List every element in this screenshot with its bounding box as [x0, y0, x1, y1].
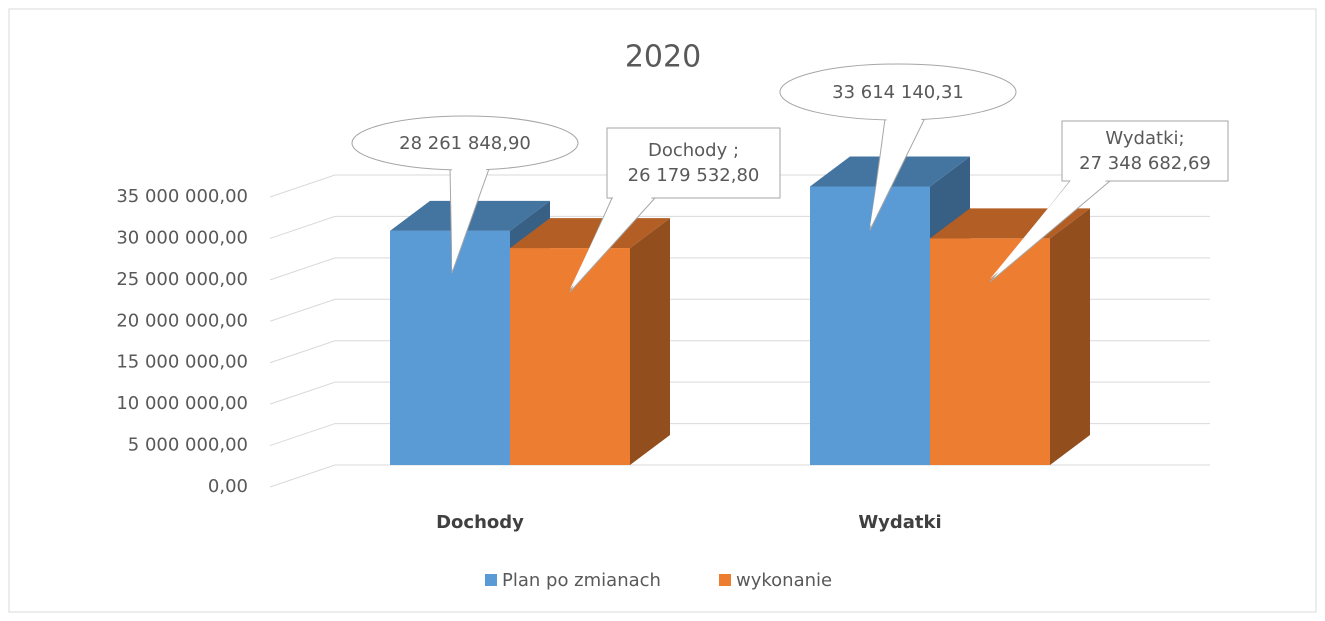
legend-label: wykonanie — [736, 570, 832, 591]
data-label-box: Wydatki; 27 348 682,69 — [1079, 128, 1211, 174]
x-tick-label: Wydatki — [858, 512, 941, 533]
data-callout: 28 261 848,90 — [351, 115, 579, 274]
bar — [390, 230, 510, 465]
y-tick-label: 35 000 000,00 — [116, 186, 248, 207]
bar — [810, 186, 930, 465]
data-callout: 33 614 140,31 — [779, 63, 1017, 231]
bar — [930, 238, 1050, 465]
data-label: Wydatki; 27 348 682,69 — [1079, 128, 1211, 174]
data-label-box: Dochody ; 26 179 532,80 — [627, 140, 760, 186]
legend-swatch — [719, 574, 731, 586]
legend-label: Plan po zmianach — [502, 570, 661, 591]
data-label-box: 33 614 140,31 — [832, 81, 964, 103]
callout-box — [1061, 120, 1229, 182]
y-tick-label: 0,00 — [208, 476, 248, 497]
y-tick-label: 30 000 000,00 — [116, 227, 248, 248]
callout-box — [606, 127, 781, 199]
y-tick-label: 10 000 000,00 — [116, 393, 248, 414]
bar-side — [630, 218, 670, 465]
data-callout: Wydatki; 27 348 682,69 — [989, 120, 1229, 283]
bar — [510, 248, 630, 465]
bar-side — [1050, 208, 1090, 466]
x-tick-label: Dochody — [436, 512, 524, 533]
callout-pointer-cover — [990, 179, 1108, 279]
data-label: 33 614 140,31 — [832, 81, 964, 103]
data-label: 28 261 848,90 — [399, 132, 531, 154]
legend-swatch — [485, 574, 497, 586]
y-tick-label: 5 000 000,00 — [128, 435, 248, 456]
chart-title: 2020 — [625, 40, 701, 75]
y-tick-label: 15 000 000,00 — [116, 352, 248, 373]
data-callout: Dochody ; 26 179 532,80 — [569, 127, 781, 293]
data-label-box: 28 261 848,90 — [399, 132, 531, 154]
callout-pointer-cover — [452, 164, 488, 270]
y-tick-label: 25 000 000,00 — [116, 269, 248, 290]
callout-pointer-cover — [570, 196, 653, 289]
y-tick-label: 20 000 000,00 — [116, 310, 248, 331]
data-label: Dochody ; 26 179 532,80 — [627, 140, 760, 186]
callout-pointer-cover — [870, 116, 923, 227]
